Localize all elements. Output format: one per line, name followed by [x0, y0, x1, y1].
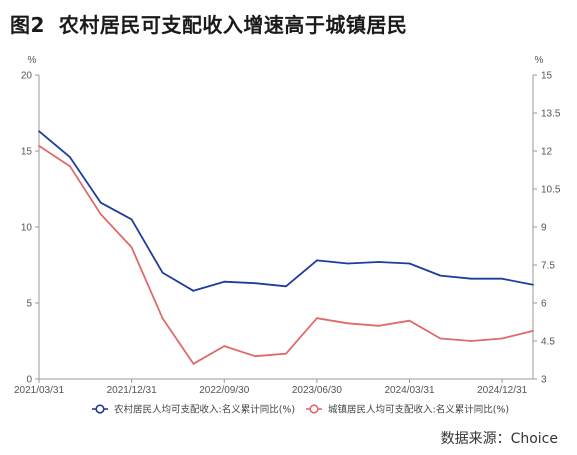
right-tick-label: 6 — [541, 299, 547, 310]
series-2-point — [315, 317, 318, 320]
series-2-point — [439, 337, 442, 340]
left-tick-label: 15 — [21, 147, 33, 158]
x-tick-label: 2022/09/30 — [199, 385, 249, 396]
right-tick-label: 10.5 — [541, 185, 561, 196]
series-1-point — [346, 262, 349, 265]
x-tick-label: 2021/12/31 — [107, 385, 157, 396]
chart-title: 图2 农村居民可支配收入增速高于城镇居民 — [10, 9, 407, 38]
series-1-point — [439, 274, 442, 277]
title-text: 农村居民可支配收入增速高于城镇居民 — [58, 13, 408, 37]
left-tick-label: 0 — [26, 375, 32, 386]
right-tick-label: 9 — [541, 223, 547, 234]
series-2-point — [346, 322, 349, 325]
series-2-point — [532, 329, 534, 332]
series-2-point — [130, 246, 133, 249]
series-1-point — [532, 283, 534, 286]
left-tick-label: 10 — [21, 223, 33, 234]
x-tick-label: 2024/12/31 — [477, 385, 527, 396]
series-1-point — [254, 282, 257, 285]
series-line-2 — [38, 145, 534, 365]
series-1-point — [161, 271, 164, 274]
series-1-point — [192, 289, 195, 292]
series-2-point — [99, 213, 102, 216]
right-tick-label: 12 — [541, 147, 553, 158]
series-2-point — [38, 145, 40, 147]
series-1-point — [68, 156, 71, 158]
figure-label: 图2 — [10, 13, 45, 37]
right-tick-label: 13.5 — [541, 109, 561, 120]
right-tick-label: 7.5 — [541, 261, 555, 272]
series-1-point — [99, 201, 102, 204]
series-line-1 — [38, 130, 534, 292]
line-chart: % % 0 5 10 15 20 3 4.5 6 7.5 9 10.5 12 13.5 15 2021/03/3… — [14, 55, 561, 416]
right-axis-unit: % — [535, 55, 544, 66]
series-2-point — [254, 355, 257, 358]
series-1-point — [285, 285, 287, 288]
data-source: 数据来源：Choice — [440, 431, 558, 447]
series-2-point — [68, 165, 71, 168]
left-axis-unit: % — [28, 55, 37, 66]
series-1-point — [408, 262, 411, 265]
series-1-point — [223, 280, 226, 283]
series-2-point — [285, 352, 287, 355]
right-tick-label: 3 — [541, 375, 547, 386]
legend-label-1: 农村居民人均可支配收入:名义累计同比(%) — [114, 404, 295, 416]
legend-marker-1 — [95, 404, 105, 414]
series-1-point — [315, 259, 318, 262]
left-tick-label: 20 — [21, 71, 33, 82]
series-2-point — [470, 340, 473, 342]
series-2-point — [408, 319, 411, 322]
x-tick-label: 2023/06/30 — [292, 385, 342, 396]
x-tick-label: 2024/03/31 — [384, 385, 434, 396]
series-2-point — [377, 324, 380, 327]
series-1-point — [38, 130, 40, 133]
x-tick-label: 2021/03/31 — [14, 385, 64, 396]
series-2-point — [501, 337, 504, 340]
series-1-point — [470, 277, 473, 280]
series-2-point — [223, 345, 226, 347]
series-1-point — [130, 218, 133, 221]
legend-label-2: 城镇居民人均可支配收入:名义累计同比(%) — [328, 404, 509, 416]
right-tick-label: 15 — [541, 71, 553, 82]
series-1-point — [377, 261, 380, 263]
series-2-point — [161, 317, 164, 320]
series-2-point — [192, 362, 195, 365]
legend-marker-2 — [309, 404, 319, 414]
series-1-point — [501, 277, 504, 280]
right-tick-label: 4.5 — [541, 337, 555, 348]
left-tick-label: 5 — [26, 299, 32, 310]
